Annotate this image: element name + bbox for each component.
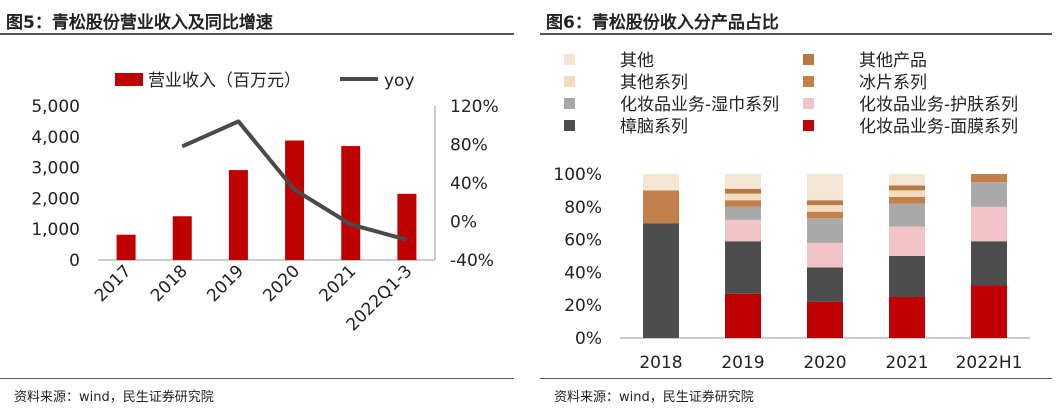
y-tick-label: 5,000 [31,97,80,117]
stack-segment [807,174,843,201]
legend-label: 化妆品业务-面膜系列 [859,117,1018,137]
revenue-bar [172,216,192,260]
stack-segment [725,293,761,338]
stack-segment [643,190,679,224]
stack-segment [725,241,761,294]
stack-segment [643,174,679,191]
y-tick-label: 0 [69,251,80,271]
stack-segment [889,185,925,191]
legend-label: 化妆品业务-护肤系列 [859,95,1018,115]
y2-tick-label: 40% [450,174,488,194]
stack-segment [889,297,925,338]
revenue-bar [228,170,248,260]
y-tick-label: 60% [564,231,602,251]
legend-swatch [564,54,575,65]
right-source-note: 资料来源：wind，民生证券研究院 [554,390,754,405]
y-tick-label: 1,000 [31,220,80,240]
y-tick-label: 40% [564,263,602,283]
left-title-rule [0,33,514,35]
x-tick-label: 2022H1 [956,353,1023,373]
x-tick-label: 2018 [147,261,192,306]
stack-segment [725,174,761,189]
y2-tick-label: -40% [450,251,494,271]
legend-swatch [564,120,575,131]
product-mix-chart: 0% 20% 40% 60% 80% 100% 2018 2019 2020 2021 2022H1… [553,51,1030,373]
legend-swatch [564,98,575,109]
legend-swatch [803,120,814,131]
stack-segment [725,193,761,201]
y-tick-label: 2,000 [31,189,80,209]
right-source-rule [540,378,1052,379]
stack-segment [725,188,761,194]
x-tick-label: 2020 [803,353,846,373]
revenue-bar [341,146,361,260]
legend-label: 其他系列 [620,73,688,93]
y2-tick-label: 120% [450,97,499,117]
stack-segment [725,219,761,242]
stack-segment [971,241,1007,286]
y-tick-label: 3,000 [31,159,80,179]
x-tick-label: 2021 [316,261,361,306]
revenue-bar [397,193,417,260]
legend-swatch [803,54,814,65]
legend-swatch [803,76,814,87]
y-tick-label: 20% [564,296,602,316]
stack-segment [725,200,761,207]
stack-segment [807,242,843,268]
left-source-rule [0,378,514,379]
stack-segment [971,182,1007,207]
legend-swatch-revenue [115,73,143,86]
left-source-note: 资料来源：wind，民生证券研究院 [14,390,214,405]
legend-swatch [564,76,575,87]
left-figure: 图5：青松股份营业收入及同比增速 0 1,000 2,000 3,000 4,000 5,… [0,0,522,417]
legend-label: 樟脑系列 [620,117,688,137]
y-tick-label: 80% [564,198,602,218]
stack-segment [971,206,1007,242]
stack-segment [807,205,843,212]
x-tick-label: 2020 [259,261,304,306]
legend-label: 其他产品 [859,51,927,71]
stack-segment [971,174,1007,183]
legend-label-revenue: 营业收入（百万元） [148,71,301,91]
x-tick-label: 2019 [721,353,764,373]
x-tick-label: 2017 [91,261,136,306]
stack-segment [889,174,925,186]
stack-segment [807,301,843,338]
y-tick-label: 100% [553,165,602,185]
revenue-bar [285,140,305,260]
y-tick-label: 4,000 [31,128,80,148]
right-figure-title: 图6：青松股份收入分产品占比 [546,13,779,33]
x-tick-label: 2019 [203,261,248,306]
x-tick-label: 2018 [639,353,682,373]
stack-segment [807,211,843,219]
stack-segment [889,226,925,256]
revenue-bar [116,234,136,260]
stack-segment [971,285,1007,338]
legend-label-yoy: yoy [384,71,415,91]
stack-segment [889,190,925,197]
x-tick-label: 2021 [885,353,928,373]
stack-segment [725,206,761,220]
y2-tick-label: 80% [450,136,488,156]
stack-segment [889,196,925,204]
y2-tick-label: 0% [450,213,477,233]
right-figure: 图6：青松股份收入分产品占比 0% 20% 40% 60% 80% 100% 2018 201… [540,0,1060,417]
left-figure-title: 图5：青松股份营业收入及同比增速 [6,13,273,33]
stack-segment [807,218,843,243]
y-tick-label: 0% [575,329,602,349]
legend-label: 其他 [620,51,654,71]
legend-swatch [803,98,814,109]
stack-segment [889,256,925,297]
stack-segment [807,267,843,302]
legend-label: 化妆品业务-湿巾系列 [620,95,779,115]
stack-segment [889,203,925,227]
stack-segment [643,223,679,338]
right-title-rule [540,33,1052,35]
yoy-line [181,119,408,242]
revenue-yoy-chart: 0 1,000 2,000 3,000 4,000 5,000 -40% 0% 40% 80% 12… [31,71,499,335]
stack-segment [807,200,843,206]
legend-label: 冰片系列 [859,73,927,93]
